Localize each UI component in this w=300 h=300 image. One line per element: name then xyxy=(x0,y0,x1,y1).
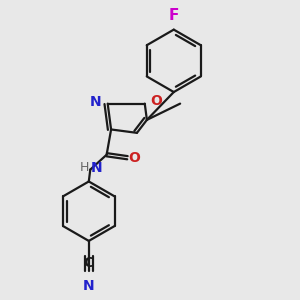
Text: F: F xyxy=(169,8,179,23)
Text: O: O xyxy=(150,94,162,108)
Text: H: H xyxy=(80,161,89,174)
Text: N: N xyxy=(90,95,102,109)
Text: C: C xyxy=(84,256,94,270)
Text: O: O xyxy=(128,151,140,165)
Text: N: N xyxy=(90,161,102,175)
Text: N: N xyxy=(83,279,94,293)
